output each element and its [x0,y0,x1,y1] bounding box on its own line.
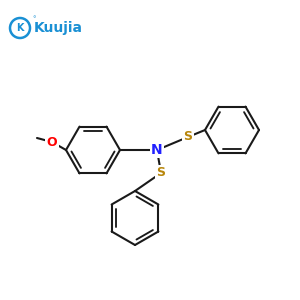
Text: O: O [47,136,57,148]
Text: K: K [16,23,24,33]
Text: Kuujia: Kuujia [34,21,83,35]
Text: S: S [157,167,166,179]
Text: °: ° [32,16,35,22]
Text: N: N [151,143,163,157]
Text: S: S [184,130,193,143]
